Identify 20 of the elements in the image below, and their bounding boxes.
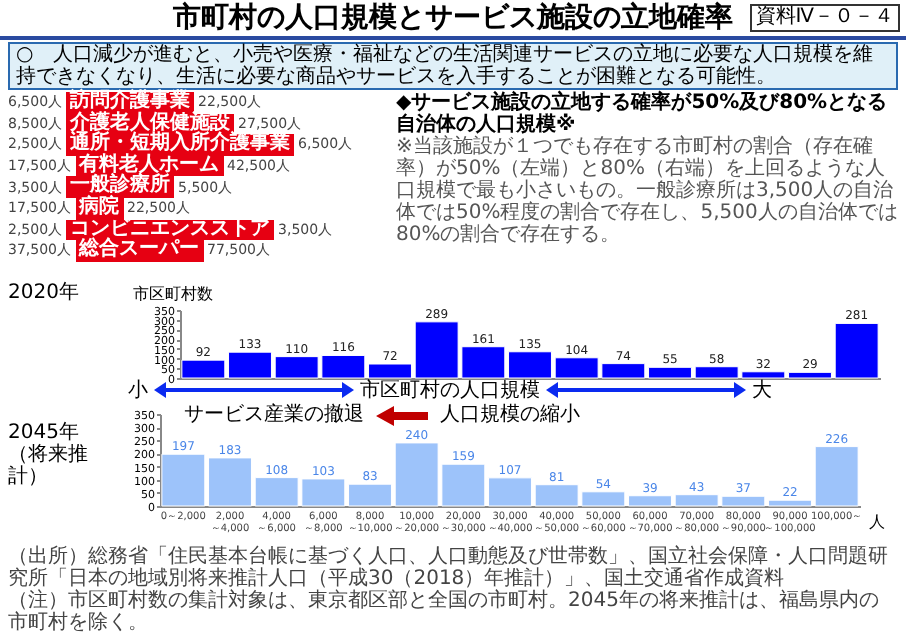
chart-subtitle: ○ 人口減少が進むと、小売や医療・福祉などの生活関連サービスの立地に必要な人口規模を維持できなくなり、生活に必要な商品やサービスを入手することが困難となる可能性。 — [8, 42, 898, 90]
text: 資料Ⅳ－０－４ — [749, 4, 900, 32]
text: 一般診療所 — [66, 174, 175, 198]
text: 小 — [128, 379, 148, 401]
chart-title: 市町村の人口規模とサービス施設の立地確率 — [173, 2, 733, 34]
x-axis-title: 人 — [869, 513, 885, 531]
text: （将来推計） — [8, 444, 90, 488]
text: 2045年 — [8, 422, 81, 444]
text: 大 — [752, 379, 772, 401]
text: 病院 — [75, 195, 123, 220]
x-axis-title: 市区町村の人口規模 — [360, 379, 540, 401]
text: （注）市区町村数の集計対象は、東京都区部と全国の市町村。2045年の将来推計は、福島県内の市町村を除く。 — [8, 590, 881, 634]
y-axis-title: 市区町村数 — [133, 285, 213, 303]
text: 総合スーパー — [75, 238, 203, 262]
text: ※当該施設が１つでも存在する市町村の割合（存在確率）が50%（左端）と80%（右端）を上回るような人口規模で最も小さいもの。一般診療所は3,500人の自治体では50%程度の割合で存在し、5,500人の自治体では80%の割合で存在する。 — [396, 136, 898, 246]
text: ◆サービス施設の立地する確率が50%及び80%となる自治体の人口規模※ — [396, 92, 890, 136]
text: 2020年 — [8, 280, 81, 304]
text: （出所）総務省「住民基本台帳に基づく人口、人口動態及び世帯数」、国立社会保障・人口問題研究所「日本の地域別将来推計人口（平成30（2018）年推計）」、国土交通省作成資料 — [8, 546, 890, 590]
annotation: サービス産業の撤退 — [184, 404, 364, 426]
annotation: 人口規模の縮小 — [440, 404, 580, 426]
